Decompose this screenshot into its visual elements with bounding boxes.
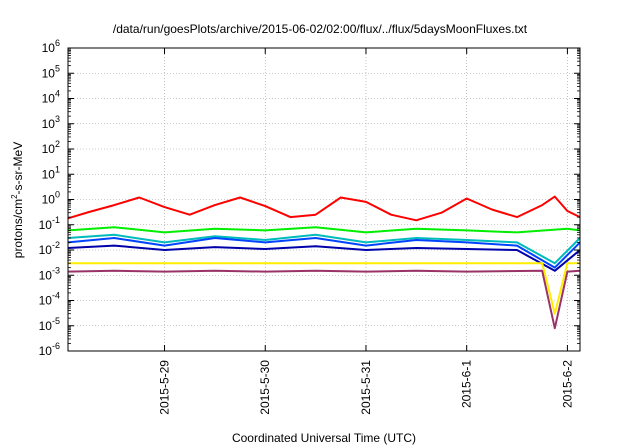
series-line-3 [67,233,581,265]
x-tick-label: 2015-5-31 [359,360,373,415]
y-tick-base: 10 [42,66,56,80]
series-line-1 [67,195,581,222]
y-axis: 10610510410310210110010-110-210-310-410-… [39,38,580,358]
y-tick-exponent: -5 [52,316,60,326]
y-tick-exponent: 3 [55,114,60,124]
y-tick-label: 106 [42,38,60,55]
y-tick-label: 10-1 [39,215,60,232]
chart-title: /data/run/goesPlots/archive/2015-06-02/0… [113,22,528,36]
x-axis: 2015-5-29 2015-5-30 2015-5-31 2015-6-1 2015-… [158,48,574,415]
y-tick-exponent: 5 [55,63,60,73]
y-tick-exponent: 2 [55,139,60,149]
y-tick-base: 10 [39,319,53,333]
series-line-2 [67,226,581,234]
y-tick-exponent: 1 [55,164,60,174]
y-tick-label: 105 [42,63,60,80]
y-tick-label: 10-6 [39,341,60,358]
y-tick-base: 10 [42,142,56,156]
y-tick-exponent: 6 [55,38,60,48]
y-tick-base: 10 [42,117,56,131]
y-tick-base: 10 [42,41,56,55]
series-line-7 [67,269,581,330]
y-tick-label: 101 [42,164,60,181]
y-tick-label: 102 [42,139,60,156]
y-tick-base: 10 [39,243,53,257]
y-tick-exponent: -4 [52,291,60,301]
x-axis-label: Coordinated Universal Time (UTC) [232,431,416,445]
y-tick-label: 104 [42,89,60,106]
y-tick-exponent: 0 [55,190,60,200]
series-line-6 [68,262,580,315]
y-tick-label: 10-5 [39,316,60,333]
y-tick-label: 10-3 [39,265,60,282]
y-tick-base: 10 [42,167,56,181]
series-group [67,195,581,330]
y-tick-base: 10 [39,344,53,358]
x-tick-label: 2015-6-1 [460,360,474,408]
y-tick-base: 10 [39,218,53,232]
x-tick-label: 2015-5-29 [158,360,172,415]
x-tick-label: 2015-5-30 [258,360,272,415]
series-line-4 [67,237,581,269]
x-tick-label: 2015-6-2 [560,360,574,408]
y-tick-exponent: -1 [52,215,60,225]
series-line-5 [67,244,581,272]
y-tick-exponent: -2 [52,240,60,250]
y-tick-base: 10 [42,92,56,106]
y-tick-exponent: -3 [52,265,60,275]
y-tick-base: 10 [39,268,53,282]
y-axis-label: protons/cm2-s-sr-MeV [10,142,25,258]
y-tick-base: 10 [42,193,56,207]
y-tick-label: 10-2 [39,240,60,257]
y-tick-label: 103 [42,114,60,131]
y-tick-exponent: 4 [55,89,60,99]
y-tick-label: 100 [42,190,60,207]
y-tick-exponent: -6 [52,341,60,351]
y-tick-label: 10-4 [39,291,60,308]
y-tick-base: 10 [39,294,53,308]
